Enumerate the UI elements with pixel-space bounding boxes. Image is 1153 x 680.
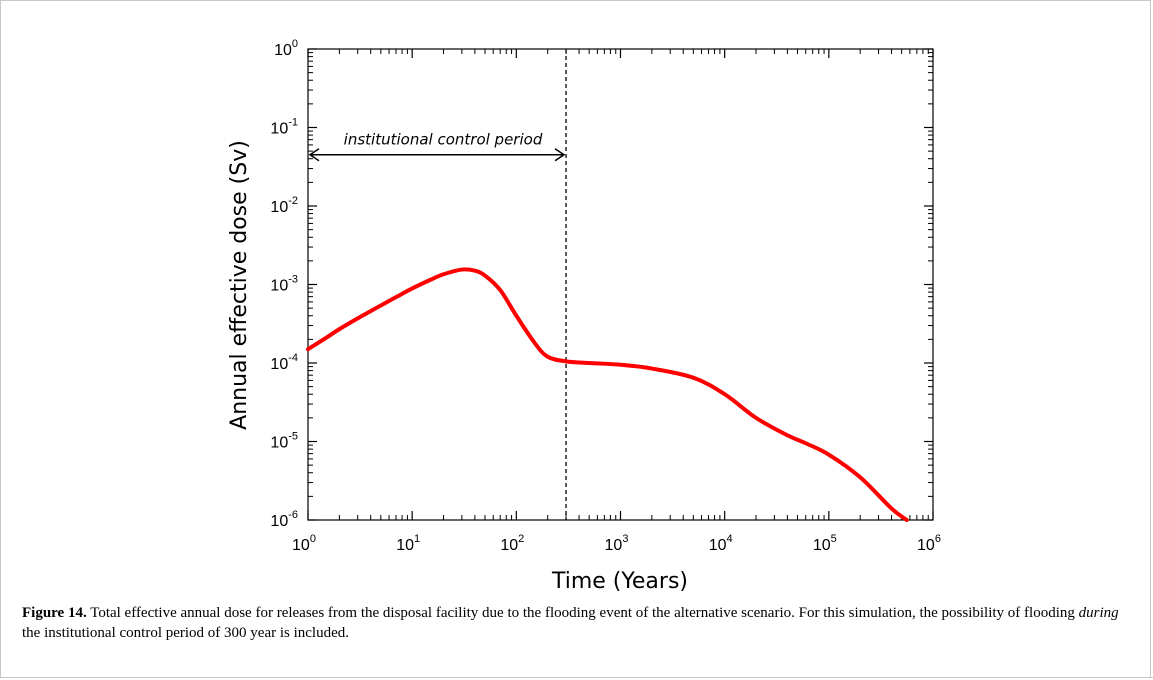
frame-divider	[0, 677, 1153, 678]
y-tick-label: 10-5	[270, 431, 298, 452]
y-tick-label: 10-6	[270, 509, 298, 530]
plot-area-border	[307, 48, 934, 521]
x-tick-labels: 100 101 102 103 104 105 106	[292, 533, 941, 554]
x-tick-label: 105	[813, 533, 837, 554]
y-tick-label: 10-3	[270, 274, 298, 295]
x-tick-label: 100	[292, 533, 316, 554]
y-tick-label: 10-1	[270, 117, 298, 138]
axis-ticks	[307, 48, 934, 521]
y-tick-label: 10-2	[270, 195, 298, 216]
y-tick-labels: 100 10-1 10-2 10-3 10-4 10-5 10-6	[270, 38, 298, 530]
arrow-head-left-icon	[308, 148, 320, 162]
y-tick-label: 100	[274, 38, 298, 59]
caption-text-after: the institutional control period of 300 …	[22, 625, 350, 641]
x-tick-label: 102	[500, 533, 524, 554]
caption-label: Figure 14.	[22, 605, 87, 621]
x-axis-title: Time (Years)	[551, 569, 688, 594]
institutional-period-annotation: institutional control period	[308, 131, 566, 162]
figure-caption: Figure 14. Total effective annual dose f…	[22, 603, 1132, 643]
arrow-head-right-icon	[554, 148, 566, 162]
x-tick-label: 106	[917, 533, 941, 554]
annotation-label: institutional control period	[344, 131, 543, 149]
x-tick-label: 104	[709, 533, 733, 554]
y-tick-label: 10-4	[270, 352, 298, 373]
x-tick-label: 101	[396, 533, 420, 554]
x-tick-label: 103	[605, 533, 629, 554]
dose-chart: 100 101 102 103 104 105 106 100 10-1 10-2 10-3 10-…	[227, 38, 941, 594]
caption-text-before: Total effective annual dose for releases…	[86, 605, 1079, 621]
series-line-dose	[306, 267, 909, 522]
caption-emphasis: during	[1078, 605, 1119, 621]
y-axis-title: Annual effective dose (Sv)	[227, 140, 252, 430]
